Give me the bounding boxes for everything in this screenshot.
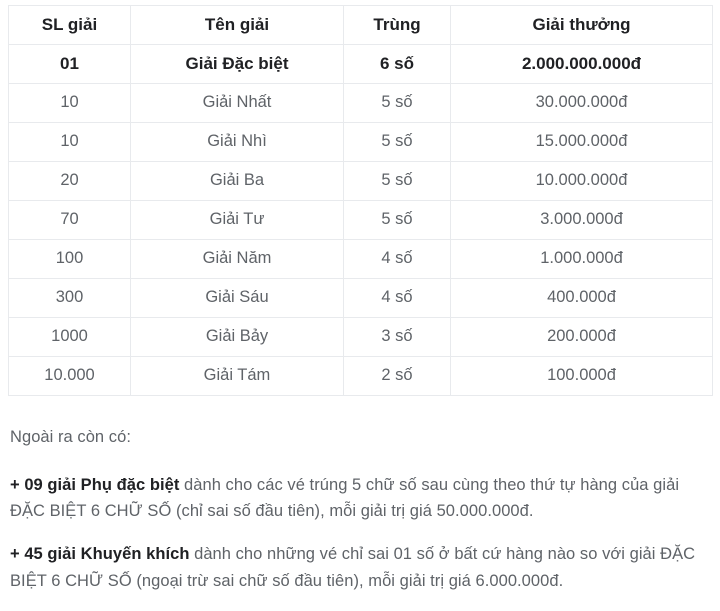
table-row: 01 Giải Đặc biệt 6 số 2.000.000.000đ (8, 44, 713, 84)
column-header-count: SL giải (8, 5, 131, 45)
table-header: SL giải Tên giải Trùng Giải thưởng (8, 5, 713, 45)
cell-match: 4 số (343, 278, 451, 318)
column-header-match: Trùng (343, 5, 451, 45)
cell-name: Giải Sáu (130, 278, 344, 318)
note-consolation-prize: + 45 giải Khuyến khích dành cho những vé… (10, 541, 710, 594)
cell-amount: 400.000đ (450, 278, 713, 318)
cell-count: 01 (8, 44, 131, 84)
table-row: 70 Giải Tư 5 số 3.000.000đ (8, 200, 713, 240)
cell-count: 70 (8, 200, 131, 240)
cell-match: 3 số (343, 317, 451, 357)
cell-amount: 200.000đ (450, 317, 713, 357)
cell-count: 10 (8, 83, 131, 123)
cell-name: Giải Bảy (130, 317, 344, 357)
additional-notes: Ngoài ra còn có: + 09 giải Phụ đặc biệt … (10, 424, 710, 611)
table-body: 01 Giải Đặc biệt 6 số 2.000.000.000đ 10 … (8, 44, 713, 396)
cell-amount: 10.000.000đ (450, 161, 713, 201)
cell-amount: 3.000.000đ (450, 200, 713, 240)
cell-amount: 1.000.000đ (450, 239, 713, 279)
cell-count: 300 (8, 278, 131, 318)
cell-match: 5 số (343, 122, 451, 162)
cell-name: Giải Nhì (130, 122, 344, 162)
cell-name: Giải Nhất (130, 83, 344, 123)
cell-match: 5 số (343, 200, 451, 240)
table-row: 20 Giải Ba 5 số 10.000.000đ (8, 161, 713, 201)
column-header-amount: Giải thưởng (450, 5, 713, 45)
cell-match: 5 số (343, 161, 451, 201)
cell-name: Giải Tám (130, 356, 344, 396)
cell-name: Giải Đặc biệt (130, 44, 344, 84)
cell-count: 10.000 (8, 356, 131, 396)
table-row: 300 Giải Sáu 4 số 400.000đ (8, 278, 713, 318)
cell-match: 4 số (343, 239, 451, 279)
table-row: 1000 Giải Bảy 3 số 200.000đ (8, 317, 713, 357)
cell-match: 2 số (343, 356, 451, 396)
cell-count: 100 (8, 239, 131, 279)
cell-count: 10 (8, 122, 131, 162)
cell-amount: 2.000.000.000đ (450, 44, 713, 84)
note-consolation-prize-title: + 45 giải Khuyến khích (10, 545, 190, 564)
cell-count: 20 (8, 161, 131, 201)
table-header-row: SL giải Tên giải Trùng Giải thưởng (8, 5, 713, 45)
cell-count: 1000 (8, 317, 131, 357)
table-row: 10 Giải Nhất 5 số 30.000.000đ (8, 83, 713, 123)
note-special-sub-prize-title: + 09 giải Phụ đặc biệt (10, 475, 180, 494)
column-header-name: Tên giải (130, 5, 344, 45)
cell-amount: 15.000.000đ (450, 122, 713, 162)
cell-name: Giải Tư (130, 200, 344, 240)
note-special-sub-prize-body: dành cho các vé trúng 5 chữ số sau cùng … (10, 475, 680, 521)
table-row: 10 Giải Nhì 5 số 15.000.000đ (8, 122, 713, 162)
table-row: 10.000 Giải Tám 2 số 100.000đ (8, 356, 713, 396)
note-special-sub-prize: + 09 giải Phụ đặc biệt dành cho các vé t… (10, 472, 710, 525)
table-row: 100 Giải Năm 4 số 1.000.000đ (8, 239, 713, 279)
cell-amount: 100.000đ (450, 356, 713, 396)
prize-structure-table: SL giải Tên giải Trùng Giải thưởng 01 Gi… (8, 5, 713, 396)
cell-match: 5 số (343, 83, 451, 123)
cell-amount: 30.000.000đ (450, 83, 713, 123)
notes-lead-text: Ngoài ra còn có: (10, 428, 131, 446)
prize-table-container: SL giải Tên giải Trùng Giải thưởng 01 Gi… (8, 5, 713, 396)
cell-name: Giải Năm (130, 239, 344, 279)
note-consolation-prize-body: dành cho những vé chỉ sai 01 số ở bất cứ… (10, 545, 696, 590)
cell-name: Giải Ba (130, 161, 344, 201)
cell-match: 6 số (343, 44, 451, 84)
